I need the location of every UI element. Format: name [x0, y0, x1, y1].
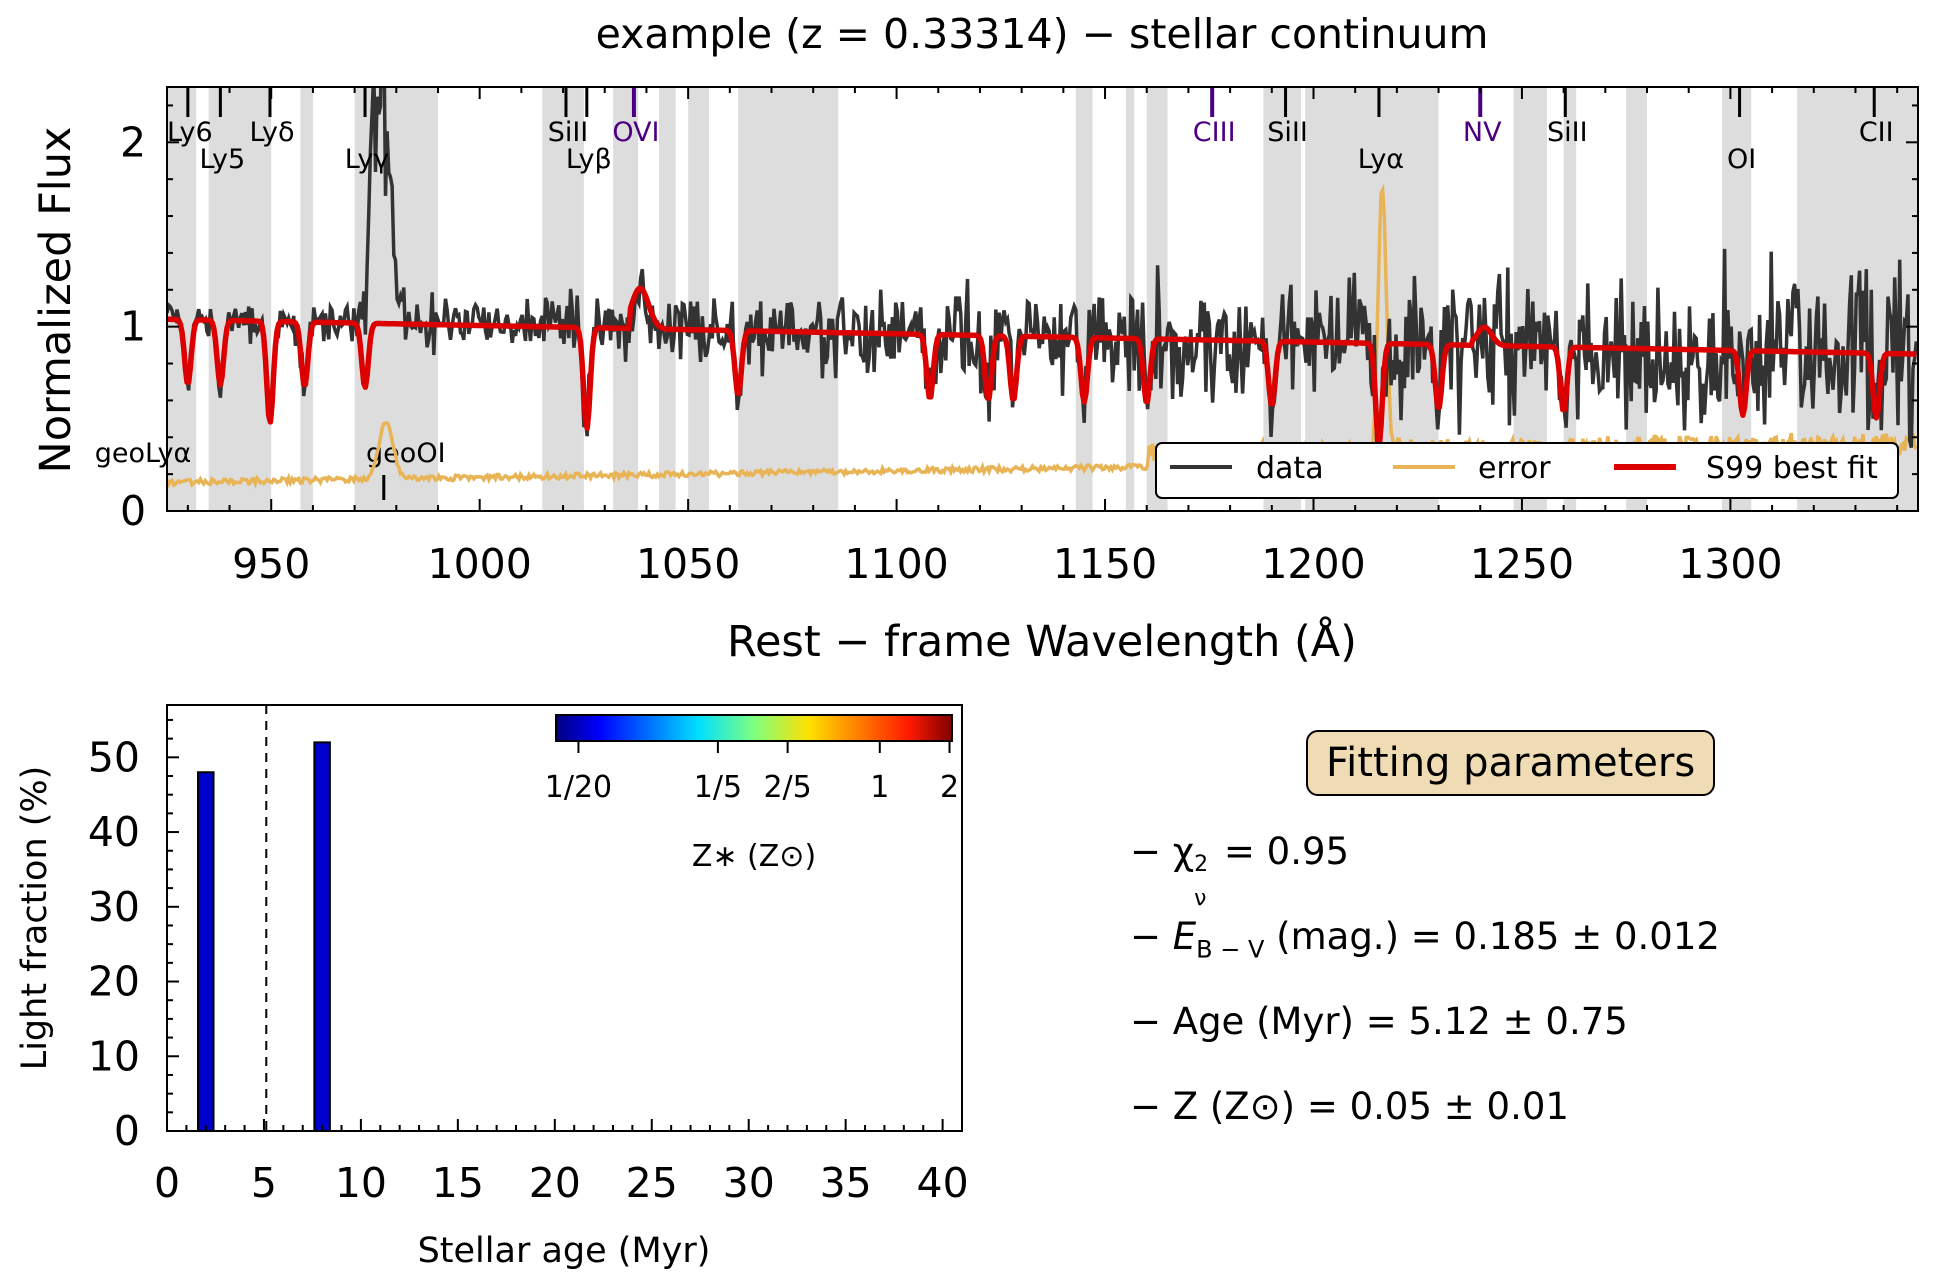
colorbar-gradient: [555, 714, 953, 742]
fit-spectrum-line: [167, 285, 1918, 447]
legend-box: [1155, 442, 1899, 499]
bottom-y-axis-label: Light fraction (%): [15, 766, 55, 1071]
geo-marker-label-0: geoLyα: [95, 438, 192, 469]
masked-region-6: [658, 87, 676, 511]
masked-region-0: [167, 87, 197, 511]
param-chi-sup: 2: [1194, 852, 1209, 877]
param-ebv: − EB − V (mag.) = 0.185 ± 0.012: [1130, 915, 1720, 963]
param-age: − Age (Myr) = 5.12 ± 0.75: [1130, 1000, 1628, 1043]
bottom-x-tick-label: 35: [820, 1159, 872, 1207]
param-chi-sub: ν: [1194, 886, 1207, 911]
line-marker-label-11: SiII: [1547, 117, 1588, 148]
masked-region-16: [1626, 87, 1648, 511]
top-y-ticks: 0 1 2: [120, 104, 1918, 535]
bottom-y-tick-label: 20: [88, 958, 140, 1006]
param-metallicity: − Z (Z⊙) = 0.05 ± 0.01: [1130, 1085, 1569, 1128]
bottom-x-tick-label: 0: [154, 1159, 180, 1207]
param-chi-prefix: − χ: [1130, 830, 1195, 873]
colorbar: 1/20 1/5 2/5 1 2 Z∗ (Z⊙): [545, 714, 959, 874]
top-x-tick-label: 1050: [636, 540, 740, 588]
masked-region-2: [300, 87, 313, 511]
line-marker-label-9: Lyα: [1358, 144, 1404, 175]
line-marker-label-2: Lyδ: [249, 117, 294, 148]
colorbar-tick-label: 2: [940, 770, 959, 805]
top-x-tick-label: 1200: [1261, 540, 1365, 588]
legend-data-label: data: [1256, 451, 1324, 486]
bottom-y-tick-label: 50: [88, 733, 140, 781]
line-marker-label-3: Lyγ: [345, 144, 390, 175]
param-ebv-prefix: −: [1130, 915, 1173, 958]
line-marker-label-6: OVI: [612, 117, 659, 148]
line-marker-label-1: Ly5: [199, 144, 245, 175]
param-chi-value: = 0.95: [1212, 830, 1350, 873]
bottom-x-ticks: 0 5 10 15 20 25 30 35 40: [154, 1119, 969, 1207]
colorbar-label: Z∗ (Z⊙): [692, 839, 816, 874]
line-marker-label-5: Lyβ: [566, 144, 612, 175]
bars: [197, 741, 331, 1133]
bottom-axes: 0 5 10 15 20 25 30 35 40 0 10 20 30 40 50: [88, 704, 969, 1207]
top-x-tick-label: 1300: [1678, 540, 1782, 588]
colorbar-tick-label: 1/20: [545, 770, 612, 805]
masked-regions: [167, 87, 1918, 511]
top-x-axis-label: Rest − frame Wavelength (Å): [727, 616, 1357, 667]
masked-region-9: [1075, 87, 1093, 511]
line-marker-label-12: OI: [1727, 144, 1756, 175]
bottom-y-tick-label: 10: [88, 1032, 140, 1080]
bottom-x-tick-label: 20: [529, 1159, 581, 1207]
top-x-tick-label: 1250: [1470, 540, 1574, 588]
colorbar-tick-label: 1/5: [694, 770, 742, 805]
masked-region-1: [208, 87, 272, 511]
bottom-x-tick-label: 40: [917, 1159, 969, 1207]
top-y-tick-label: 1: [120, 303, 146, 351]
legend: data error S99 best fit: [1155, 442, 1899, 499]
top-y-tick-label: 0: [120, 487, 146, 535]
bottom-y-ticks: 0 10 20 30 40 50: [88, 718, 179, 1155]
bottom-x-tick-label: 10: [335, 1159, 387, 1207]
top-x-tick-label: 1000: [428, 540, 532, 588]
bottom-x-tick-label: 25: [626, 1159, 678, 1207]
bottom-y-tick-label: 0: [114, 1107, 140, 1155]
top-x-tick-label: 950: [232, 540, 310, 588]
bottom-x-tick-label: 5: [251, 1159, 277, 1207]
bar-1: [313, 741, 331, 1132]
top-y-axis-label: Normalized Flux: [31, 127, 81, 474]
top-y-tick-label: 2: [120, 118, 146, 166]
bottom-x-axis-label: Stellar age (Myr): [418, 1231, 711, 1271]
top-plot-frame: [166, 86, 1919, 512]
colorbar-tick-label: 2/5: [763, 770, 811, 805]
colorbar-ticks: 1/20 1/5 2/5 1 2: [545, 741, 959, 805]
legend-fit-label: S99 best fit: [1706, 451, 1878, 486]
masked-region-7: [688, 87, 709, 511]
top-x-tick-label: 1150: [1053, 540, 1157, 588]
bottom-plot-frame: [166, 704, 963, 1132]
line-marker-label-7: CIII: [1193, 117, 1236, 148]
legend-error-label: error: [1478, 451, 1551, 486]
param-ebv-symbol: E: [1172, 915, 1197, 958]
masked-region-8: [738, 87, 839, 511]
top-x-tick-label: 1100: [844, 540, 948, 588]
param-ebv-value: (mag.) = 0.185 ± 0.012: [1264, 915, 1720, 958]
fitting-parameters-title: Fitting parameters: [1306, 730, 1716, 796]
top-title: example (z = 0.33314) − stellar continuu…: [596, 10, 1489, 58]
bottom-y-tick-label: 30: [88, 883, 140, 931]
line-marker-label-13: CII: [1859, 117, 1894, 148]
line-marker-label-4: SiII: [548, 117, 589, 148]
line-marker-label-10: NV: [1463, 117, 1502, 148]
bottom-x-tick-label: 15: [432, 1159, 484, 1207]
bar-0: [197, 771, 215, 1133]
line-marker-label-8: SiII: [1267, 117, 1308, 148]
bottom-y-tick-label: 40: [88, 808, 140, 856]
param-ebv-sub: B − V: [1196, 935, 1265, 964]
colorbar-tick-label: 1: [870, 770, 889, 805]
top-x-ticks: 950 1000 1050 1100 1150 1200 1250 1300: [186, 87, 1899, 588]
bottom-x-tick-label: 30: [723, 1159, 775, 1207]
